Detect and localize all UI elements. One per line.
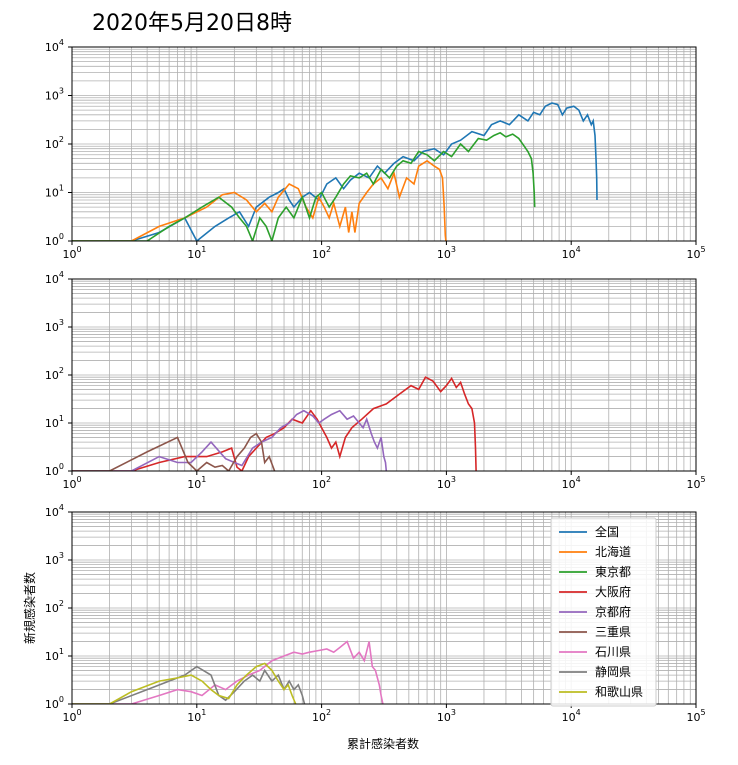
y-tick-label: 101: [45, 414, 64, 430]
y-tick-label: 102: [45, 599, 64, 615]
legend-entry-label: 北海道: [595, 544, 631, 559]
y-tick-label: 100: [45, 462, 64, 478]
legend-entry-label: 全国: [595, 524, 619, 539]
x-tick-label: 101: [187, 475, 206, 491]
x-tick-label: 104: [562, 475, 581, 491]
panel-2: 100 101 102 103 104 105 100 101 102 103 104: [45, 270, 706, 491]
x-tick-label: 101: [187, 708, 206, 724]
y-tick-label: 103: [45, 551, 64, 567]
y-tick-label: 104: [45, 270, 64, 286]
series-line-北海道: [72, 159, 447, 241]
series-line-京都府: [72, 409, 388, 471]
x-tick-label: 102: [312, 245, 331, 261]
x-tick-label: 105: [686, 475, 705, 491]
y-tick-label: 104: [45, 503, 64, 519]
x-tick-label: 105: [686, 708, 705, 724]
legend-entry-label: 京都府: [595, 604, 631, 619]
legend-entry-label: 東京都: [595, 565, 631, 579]
x-tick-label: 101: [187, 245, 206, 261]
y-tick-label: 101: [45, 184, 64, 200]
series-group: [72, 376, 477, 471]
x-tick-label: 104: [562, 708, 581, 724]
x-tick-label: 100: [62, 475, 81, 491]
x-tick-label: 103: [437, 245, 456, 261]
grid: [72, 47, 696, 241]
series-group: [72, 102, 598, 241]
y-tick-label: 102: [45, 135, 64, 151]
grid: [72, 279, 696, 471]
legend-entry-label: 三重県: [595, 625, 631, 639]
x-tick-label: 102: [312, 708, 331, 724]
y-tick-label: 103: [45, 87, 64, 103]
x-tick-label: 103: [437, 475, 456, 491]
x-tick-label: 102: [312, 475, 331, 491]
legend-entry-label: 静岡県: [595, 665, 631, 679]
y-tick-label: 102: [45, 366, 64, 382]
y-tick-label: 103: [45, 318, 64, 334]
x-tick-label: 100: [62, 245, 81, 261]
x-tick-label: 104: [562, 245, 581, 261]
series-group: [72, 640, 384, 704]
legend-entry-label: 和歌山県: [595, 684, 643, 699]
x-tick-label: 100: [62, 708, 81, 724]
y-tick-label: 101: [45, 647, 64, 663]
chart-title: 2020年5月20日8時: [92, 11, 292, 36]
series-line-大阪府: [72, 376, 477, 471]
series-line-和歌山県: [72, 662, 297, 704]
y-tick-label: 100: [45, 232, 64, 248]
x-tick-label: 103: [437, 708, 456, 724]
x-axis-label: 累計感染者数: [347, 736, 419, 751]
y-axis-label: 新規感染者数: [22, 572, 37, 644]
legend-entry-label: 石川県: [595, 645, 631, 659]
series-line-石川県: [72, 640, 384, 704]
y-tick-label: 100: [45, 695, 64, 711]
series-line-静岡県: [72, 665, 306, 704]
x-tick-label: 105: [686, 245, 705, 261]
panel-1: 100 101 102 103 104 105 100 101 102 103 104: [45, 38, 706, 261]
legend-entry-label: 大阪府: [595, 584, 631, 599]
y-tick-label: 104: [45, 38, 64, 54]
series-line-東京都: [72, 131, 536, 241]
legend-box: [550, 517, 657, 707]
series-line-全国: [72, 102, 598, 241]
series-line-三重県: [72, 432, 276, 471]
